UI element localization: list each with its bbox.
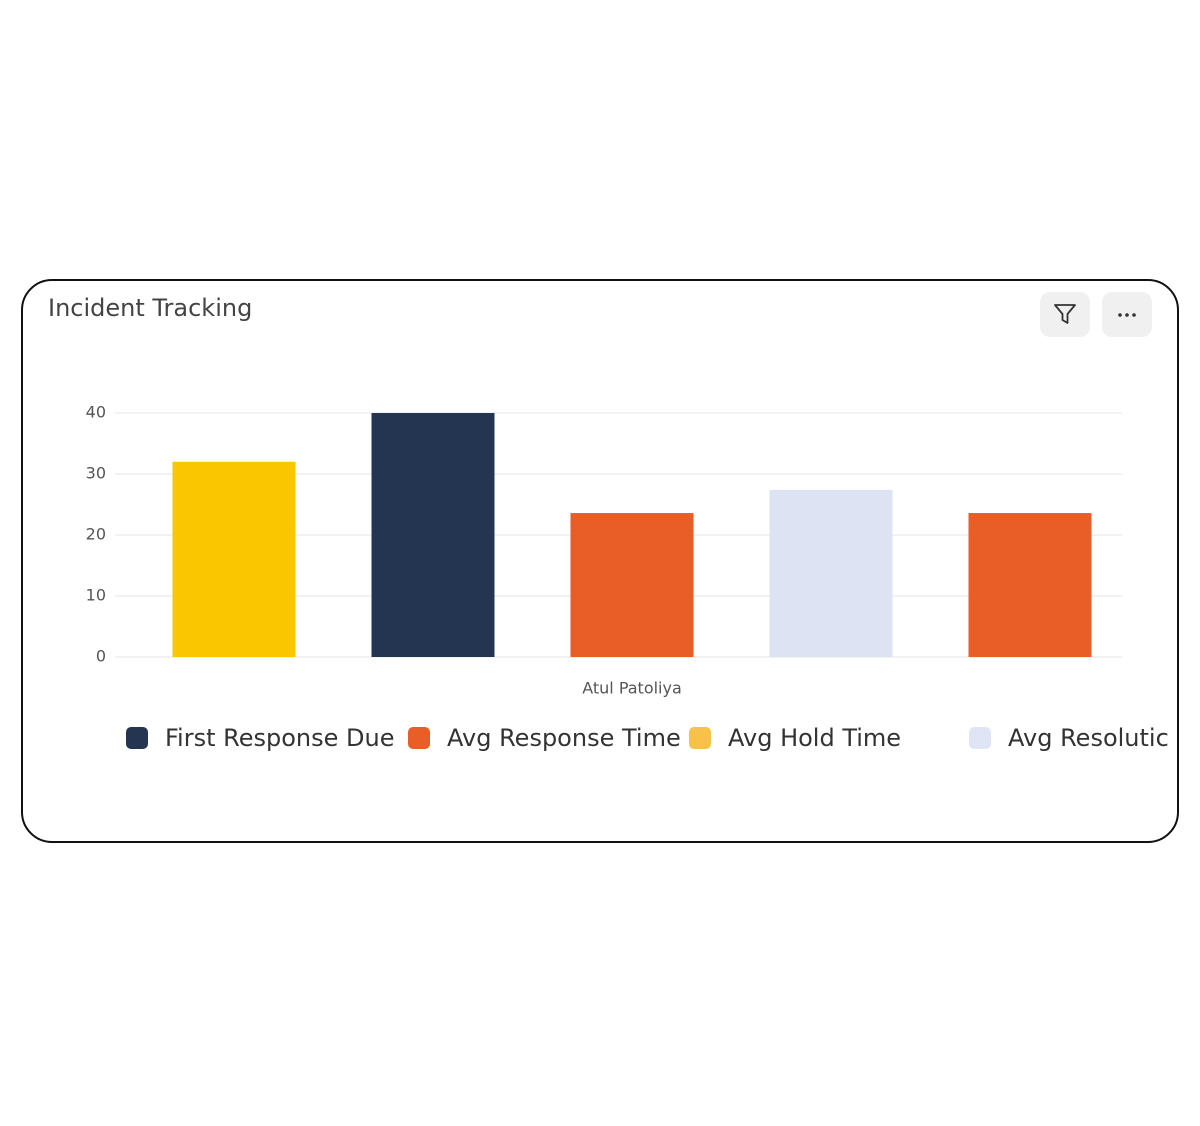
more-button[interactable] [1102,292,1152,337]
chart-title: Incident Tracking [48,294,252,322]
bar [570,513,694,657]
y-tick-label: 20 [86,525,106,544]
y-tick-label: 0 [96,647,106,666]
bar [172,461,296,657]
legend-label: First Response Due [165,724,395,752]
filter-button[interactable] [1040,292,1090,337]
bar [968,513,1092,657]
legend-swatch [689,727,711,749]
bar [769,489,893,657]
bar [371,413,495,657]
legend-swatch [408,727,430,749]
legend-label: Avg Hold Time [728,724,901,752]
y-tick-label: 10 [86,586,106,605]
x-tick-label: Atul Patoliya [582,679,682,698]
legend-swatch [126,727,148,749]
legend-label: Avg Response Time [447,724,681,752]
legend-label: Avg Resolutic [1008,724,1169,752]
y-tick-label: 40 [86,403,106,422]
y-tick-label: 30 [86,464,106,483]
legend-swatch [969,727,991,749]
